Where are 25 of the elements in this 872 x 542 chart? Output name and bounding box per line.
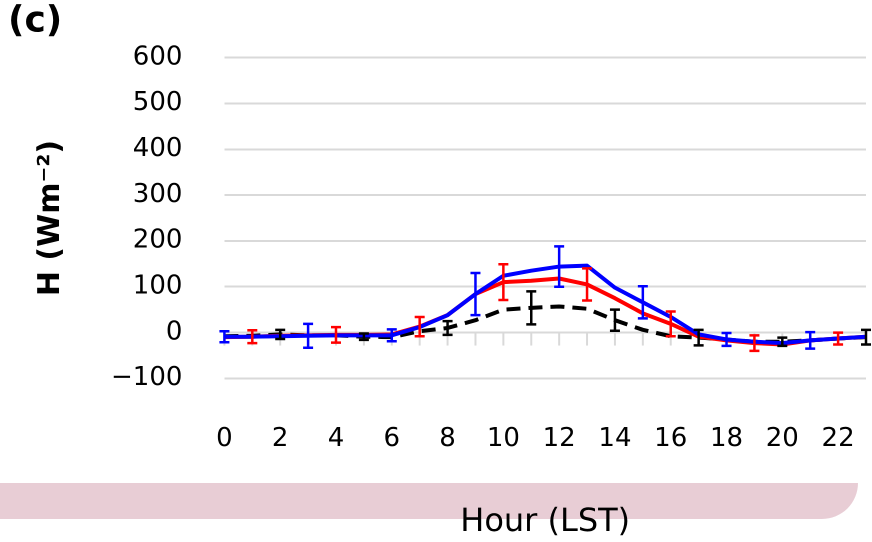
x-tick-label: 0 [216, 422, 233, 453]
point [832, 331, 844, 346]
x-tick-label: 10 [486, 422, 520, 453]
x-tick-label: 2 [272, 422, 288, 453]
x-tick-label: 6 [384, 422, 400, 453]
x-tick-label: 8 [439, 422, 456, 453]
x-tick-label: 18 [710, 422, 744, 453]
y-tick-label: 500 [132, 87, 182, 118]
x-tick-label: 12 [542, 422, 576, 453]
y-axis-title: H (Wm⁻²) [32, 140, 67, 296]
y-tick-label: 600 [132, 41, 182, 72]
chart-title: (c) [8, 0, 62, 40]
x-tick-label: 22 [822, 422, 855, 453]
y-tick-label: 0 [166, 316, 182, 346]
x-tick-label: 14 [598, 422, 632, 453]
y-tick-label: 200 [132, 224, 182, 255]
y-tick-label: −100 [110, 362, 182, 392]
x-tick-label: 4 [328, 422, 344, 453]
x-axis-title: Hour (LST) [460, 501, 630, 540]
y-tick-label: 300 [132, 178, 182, 209]
y-tick-label: 400 [132, 133, 182, 164]
y-tick-label: 100 [132, 270, 182, 300]
x-tick-label: 20 [766, 422, 799, 453]
x-tick-label: 16 [654, 422, 688, 453]
point [720, 332, 733, 348]
